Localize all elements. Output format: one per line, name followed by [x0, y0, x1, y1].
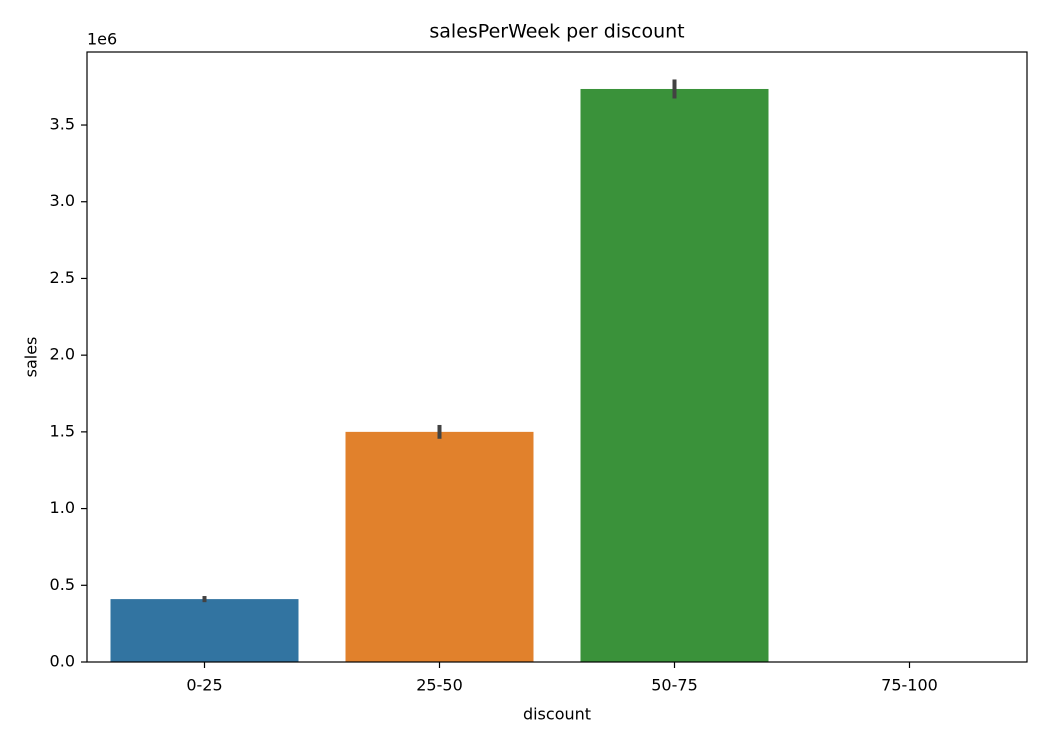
y-tick-label: 1.0 [50, 498, 75, 517]
y-tick-label: 3.5 [50, 115, 75, 134]
y-tick-label: 0.5 [50, 575, 75, 594]
x-tick-label: 0-25 [186, 676, 222, 695]
y-offset-label: 1e6 [87, 30, 117, 49]
x-tick-label: 50-75 [651, 676, 698, 695]
y-tick-label: 1.5 [50, 421, 75, 440]
x-axis-label: discount [523, 705, 591, 724]
chart-title: salesPerWeek per discount [429, 21, 684, 43]
y-tick-label: 0.0 [50, 652, 75, 671]
x-tick-label: 75-100 [881, 676, 938, 695]
plot-frame [86, 51, 1028, 663]
bar [580, 88, 769, 662]
bar [110, 599, 299, 662]
y-tick-label: 3.0 [50, 191, 75, 210]
x-tick-label: 25-50 [416, 676, 463, 695]
y-tick-label: 2.0 [50, 345, 75, 364]
bar [345, 431, 534, 662]
y-tick-label: 2.5 [50, 268, 75, 287]
y-axis-label: sales [22, 337, 41, 378]
